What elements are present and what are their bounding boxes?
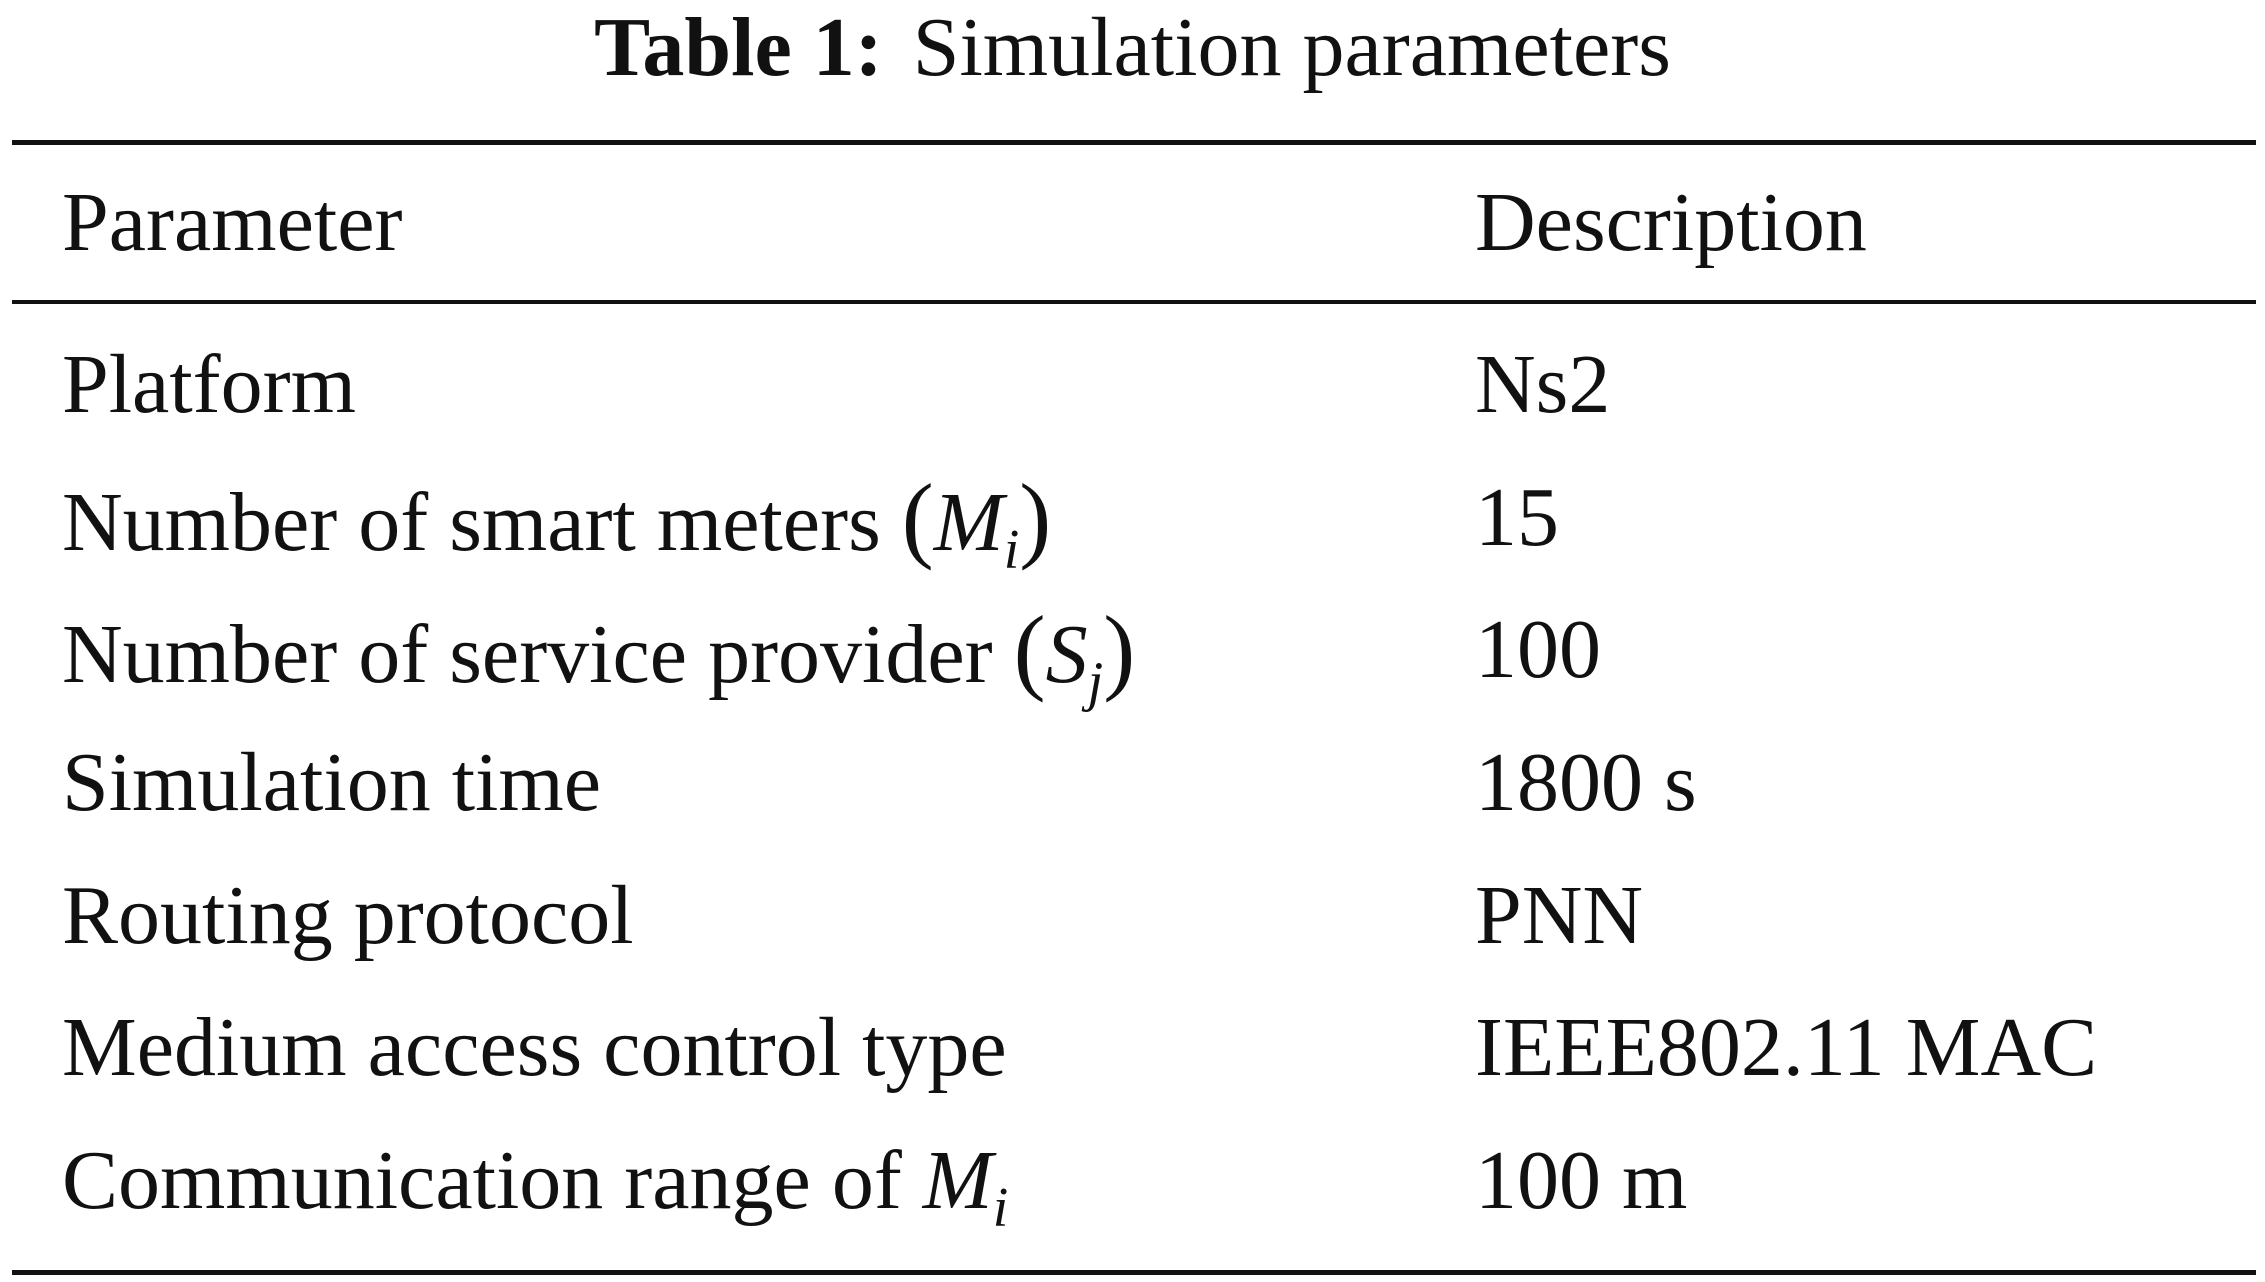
parameter-cell: Simulation time — [62, 736, 601, 829]
description-cell: 15 — [1475, 471, 1559, 564]
parameter-cell: Medium access control type — [62, 1001, 1007, 1094]
math-subscript: i — [992, 1177, 1009, 1239]
bottom-rule — [12, 1270, 2256, 1275]
description-cell: IEEE802.11 MAC — [1475, 1001, 2098, 1094]
close-paren: ) — [1019, 464, 1052, 571]
description-cell: PNN — [1475, 869, 1644, 962]
table-title: Simulation parameters — [912, 1, 1671, 94]
description-cell: 100 — [1475, 603, 1601, 696]
header-parameter: Parameter — [62, 176, 403, 269]
table-number: Table 1: — [594, 1, 883, 94]
open-paren: ( — [1013, 596, 1046, 703]
parameter-cell: Communication range of Mi — [62, 1121, 1008, 1250]
parameter-cell: Number of service provider (Sj) — [62, 590, 1135, 724]
table-row: Number of smart meters (Mi) 15 — [0, 458, 2265, 581]
math-symbol: M — [933, 476, 1004, 569]
description-cell: 100 m — [1475, 1134, 1688, 1227]
close-paren: ) — [1103, 596, 1136, 703]
parameter-text: Communication range of — [62, 1134, 902, 1227]
table-row: Medium access control type IEEE802.11 MA… — [0, 988, 2265, 1108]
parameter-text: Number of service provider — [62, 608, 993, 701]
parameter-cell: Platform — [62, 338, 356, 431]
parameter-text: Number of smart meters — [62, 476, 881, 569]
math-symbol: S — [1045, 608, 1088, 701]
description-cell: 1800 s — [1475, 736, 1697, 829]
math-subscript: i — [1003, 519, 1020, 581]
open-paren: ( — [901, 464, 934, 571]
table-row: Simulation time 1800 s — [0, 723, 2265, 843]
description-cell: Ns2 — [1475, 338, 1611, 431]
parameter-cell: Number of smart meters (Mi) — [62, 458, 1051, 592]
table-row: Platform Ns2 — [0, 325, 2265, 445]
header-rule — [12, 300, 2256, 304]
table-caption: Table 1: Simulation parameters — [0, 0, 2265, 100]
parameter-cell: Routing protocol — [62, 869, 634, 962]
math-subscript: j — [1087, 651, 1104, 713]
table-row: Routing protocol PNN — [0, 856, 2265, 976]
header-row: Parameter Description — [0, 163, 2265, 283]
top-rule — [12, 140, 2256, 145]
header-description: Description — [1475, 176, 1867, 269]
math-symbol: M — [922, 1134, 993, 1227]
table-row: Number of service provider (Sj) 100 — [0, 590, 2265, 713]
table-row: Communication range of Mi 100 m — [0, 1121, 2265, 1241]
